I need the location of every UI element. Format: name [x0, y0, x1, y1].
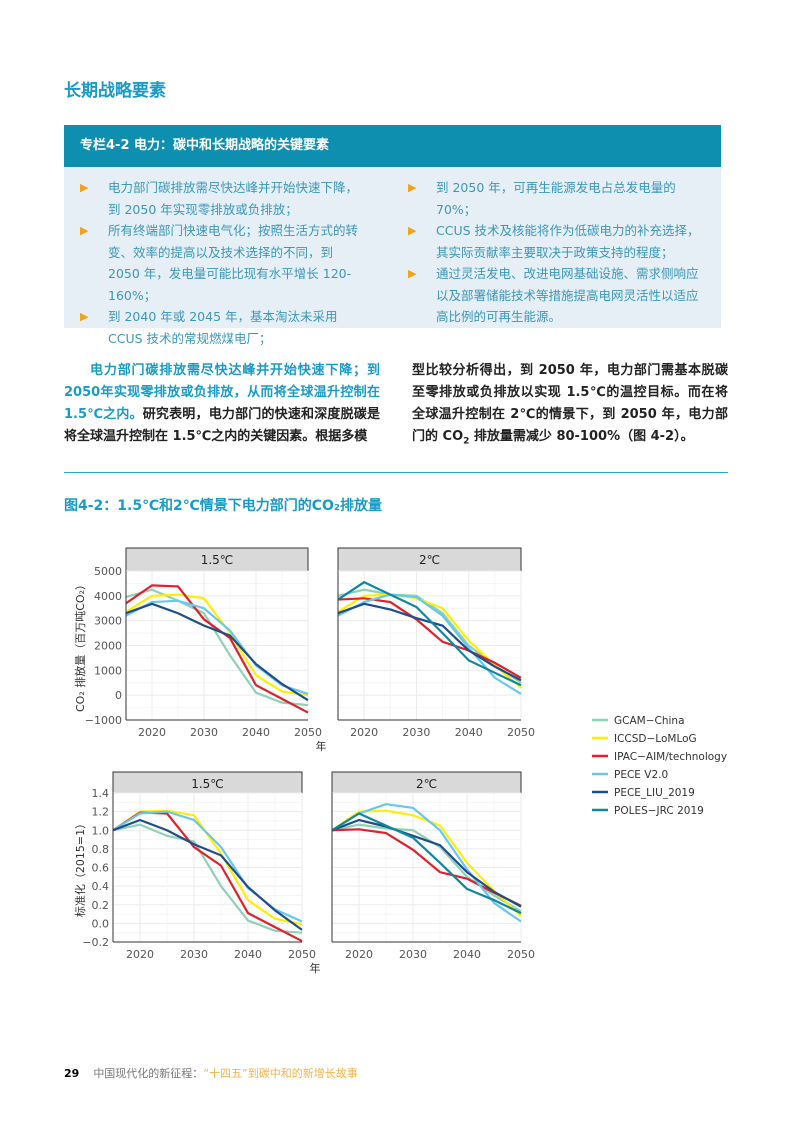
series-line-pece-liu-2019 [112, 818, 303, 931]
body-paragraph-left: 电力部门碳排放需尽快达峰并开始快速下降；到2050年实现零排放或负排放，从而将全… [64, 360, 380, 448]
legend-label: PECE_LIU_2019 [614, 787, 695, 799]
body-text: 研究表明，电力部门的快速和深度脱碳是将全球温升控制在 1.5℃之内的关键因素。根… [64, 407, 380, 444]
y-tick-label: 2000 [94, 640, 122, 653]
box-right-column: ▶ 到 2050 年，可再生能源发电占总发电量的 70%； ▶ CCUS 技术及核能… [392, 177, 708, 328]
arrow-bullet-icon: ▶ [408, 267, 417, 280]
y-tick-label: 1.4 [92, 787, 110, 800]
x-tick-label: 2030 [402, 726, 430, 739]
x-tick-label: 2050 [507, 726, 535, 739]
y-axis-label: CO₂ 排放量（百万吨CO₂） [73, 579, 87, 712]
panel-title: 1.5℃ [191, 777, 224, 791]
arrow-bullet-icon: ▶ [408, 224, 417, 237]
bullet-item: ▶ 电力部门碳排放需尽快达峰并开始快速下降，到 2050 年实现零排放或负排放； [64, 177, 364, 220]
section-title: 长期战略要素 [64, 81, 166, 101]
y-tick-label: 0.8 [92, 843, 110, 856]
arrow-bullet-icon: ▶ [80, 181, 89, 194]
body-text: 排放量需减少 80-100%（图 4-2）。 [469, 429, 694, 444]
x-tick-label: 2020 [345, 948, 373, 961]
series-line-poles-jrc-2019 [337, 580, 522, 687]
series-line-gcam-china [331, 823, 522, 913]
x-tick-label: 2040 [234, 948, 262, 961]
x-tick-label: 2030 [399, 948, 427, 961]
legend-label: PECE V2.0 [614, 769, 668, 781]
series-line-pece-liu-2019 [337, 602, 522, 682]
legend-label: ICCSD−LoMLoG [614, 733, 697, 745]
x-tick-label: 2050 [288, 948, 316, 961]
y-tick-label: −1000 [85, 714, 122, 727]
y-tick-label: 3000 [94, 615, 122, 628]
panel-title: 2℃ [416, 777, 437, 791]
book-subtitle: “十四五”到碳中和的新增长故事 [203, 1067, 358, 1080]
x-tick-label: 2050 [507, 948, 535, 961]
arrow-bullet-icon: ▶ [80, 310, 89, 323]
x-tick-label: 2020 [138, 726, 166, 739]
y-tick-label: 1000 [94, 664, 122, 677]
arrow-bullet-icon: ▶ [408, 181, 417, 194]
bullet-item: ▶ 所有终端部门快速电气化；按照生活方式的转变、效率的提高以及技术选择的不同，到 … [64, 220, 364, 306]
bullet-text: 通过灵活发电、改进电网基础设施、需求侧响应以及部署储能技术等措施提高电网灵活性以… [436, 266, 699, 324]
y-tick-label: 0.4 [92, 880, 110, 893]
body-text: 型比较分析得出，到 2050 年，电力部门需基本脱碳至零排放或负排放以实现 1.… [412, 363, 728, 444]
footer: 29 中国现代化的新征程：“十四五”到碳中和的新增长故事 [64, 1065, 358, 1081]
y-tick-label: 0.6 [92, 862, 110, 875]
series-line-pece-liu-2019 [125, 602, 309, 702]
series-line-ipac-aim-technology [331, 828, 522, 907]
body-paragraph-right: 型比较分析得出，到 2050 年，电力部门需基本脱碳至零排放或负排放以实现 1.… [412, 360, 728, 453]
x-axis-label: 年 [316, 739, 327, 753]
arrow-bullet-icon: ▶ [80, 224, 89, 237]
y-tick-label: 0 [115, 689, 122, 702]
series-line-pece-v2-0 [337, 593, 522, 695]
x-tick-label: 2030 [180, 948, 208, 961]
y-axis-label: 标准化（2015=1） [73, 818, 87, 917]
y-tick-label: 5000 [94, 565, 122, 578]
panel-title: 1.5℃ [201, 553, 234, 567]
bullet-item: ▶ CCUS 技术及核能将作为低碳电力的补充选择，其实际贡献率主要取决于政策支持的… [392, 220, 708, 263]
y-tick-label: 0.2 [92, 899, 110, 912]
y-tick-label: −0.2 [82, 936, 109, 949]
series-line-ipac-aim-technology [337, 597, 522, 679]
x-tick-label: 2030 [190, 726, 218, 739]
bullet-text: 到 2040 年或 2045 年，基本淘汰未采用 CCUS 技术的常规燃煤电厂； [108, 309, 338, 346]
series-line-poles-jrc-2019 [331, 812, 522, 915]
page-number: 29 [64, 1067, 80, 1080]
x-tick-label: 2020 [126, 948, 154, 961]
series-line-iccsd-lomlog [125, 593, 309, 697]
legend-label: POLES−JRC 2019 [614, 805, 704, 817]
box-left-column: ▶ 电力部门碳排放需尽快达峰并开始快速下降，到 2050 年实现零排放或负排放； … [64, 177, 364, 349]
x-tick-label: 2040 [242, 726, 270, 739]
bullet-text: 到 2050 年，可再生能源发电占总发电量的 70%； [436, 180, 676, 217]
bullet-text: 所有终端部门快速电气化；按照生活方式的转变、效率的提高以及技术选择的不同，到 2… [108, 223, 359, 303]
x-axis-label: 年 [310, 961, 321, 975]
y-tick-label: 4000 [94, 590, 122, 603]
highlight-text: 电力部门碳排放需尽快达峰并开始快速下降；到2050年实现零排放或负排放，从而将全… [64, 363, 380, 422]
subscript: 2 [463, 436, 470, 447]
figure-chart: 1.5℃ −1000 0 1000 2000 3000 4000 5000 2020 2030 20… [73, 547, 727, 975]
book-title: 中国现代化的新征程： [93, 1067, 204, 1080]
y-tick-label: 0.0 [92, 917, 110, 930]
x-tick-label: 2050 [294, 726, 322, 739]
x-tick-label: 2040 [455, 726, 483, 739]
x-tick-label: 2040 [453, 948, 481, 961]
x-tick-label: 2020 [350, 726, 378, 739]
series-line-ipac-aim-technology [125, 584, 309, 714]
series-line-gcam-china [125, 588, 309, 707]
bullet-text: CCUS 技术及核能将作为低碳电力的补充选择，其实际贡献率主要取决于政策支持的程… [436, 223, 700, 260]
divider [64, 472, 728, 473]
series-line-gcam-china [112, 823, 303, 934]
figure-title: 图4-2：1.5℃和2℃情景下电力部门的CO₂排放量 [64, 498, 383, 514]
bullet-item: ▶ 通过灵活发电、改进电网基础设施、需求侧响应以及部署储能技术等措施提高电网灵活性… [392, 263, 708, 328]
bullet-item: ▶ 到 2050 年，可再生能源发电占总发电量的 70%； [392, 177, 708, 220]
series-line-pece-liu-2019 [331, 818, 522, 908]
bullet-item: ▶ 到 2040 年或 2045 年，基本淘汰未采用 CCUS 技术的常规燃煤电厂… [64, 306, 364, 349]
sidebar-box: 专栏4-2 电力：碳中和长期战略的关键要素 ▶ 电力部门碳排放需尽快达峰并开始快速… [64, 125, 721, 346]
y-tick-label: 1.0 [92, 824, 110, 837]
box-title: 专栏4-2 电力：碳中和长期战略的关键要素 [64, 125, 721, 167]
legend-label: GCAM−China [614, 715, 685, 727]
bullet-text: 电力部门碳排放需尽快达峰并开始快速下降，到 2050 年实现零排放或负排放； [108, 180, 359, 217]
legend-label: IPAC−AIM/technology [614, 751, 727, 763]
panel-title: 2℃ [419, 553, 440, 567]
y-tick-label: 1.2 [92, 806, 110, 819]
